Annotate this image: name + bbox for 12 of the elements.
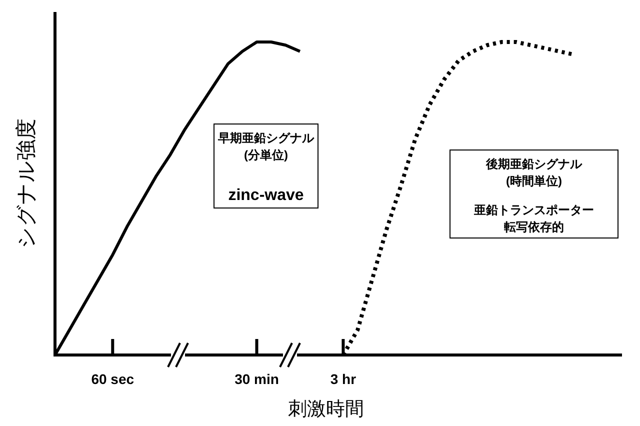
- x-tick-label: 60 sec: [91, 371, 134, 387]
- x-tick-label: 30 min: [234, 371, 279, 387]
- x-axis-title: 刺激時間: [288, 399, 364, 420]
- annotation: (分単位): [244, 148, 288, 162]
- x-tick-label: 3 hr: [330, 371, 357, 387]
- annotation: 転写依存的: [504, 220, 564, 234]
- annotation: 早期亜鉛シグナル: [217, 131, 315, 145]
- y-axis-title: シグナル強度: [15, 118, 38, 248]
- annotation: 後期亜鉛シグナル: [485, 157, 583, 171]
- annotation: zinc-wave: [228, 187, 304, 204]
- annotation: (時間単位): [506, 174, 562, 188]
- annotation: 亜鉛トランスポーター: [473, 203, 594, 217]
